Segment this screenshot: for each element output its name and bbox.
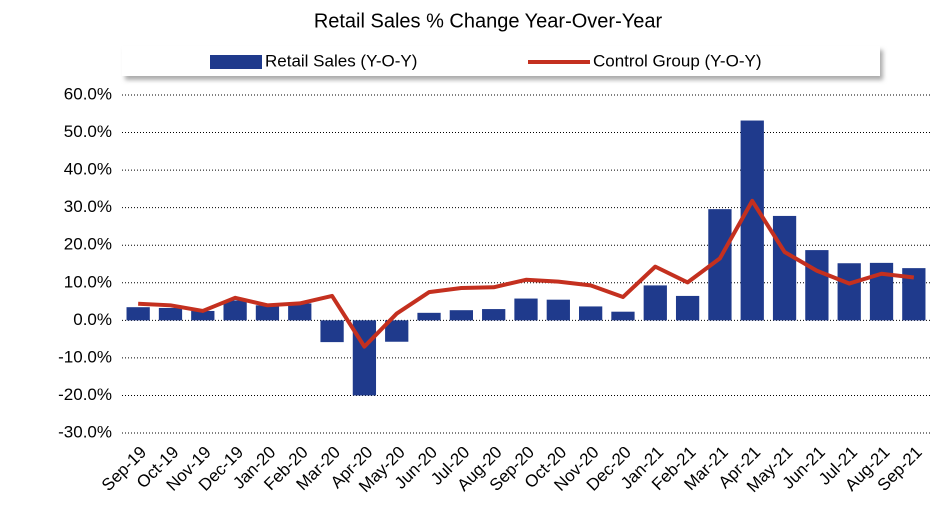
line — [138, 198, 915, 349]
bar — [805, 250, 829, 321]
y-tick-label: -30.0% — [58, 422, 112, 441]
bar — [385, 320, 409, 342]
y-tick-label: 50.0% — [64, 122, 112, 141]
bar — [320, 320, 344, 343]
y-tick-label: -10.0% — [58, 347, 112, 366]
bar — [191, 310, 215, 321]
legend-label: Control Group (Y-O-Y) — [593, 51, 761, 70]
y-tick-label: 20.0% — [64, 235, 112, 254]
bar — [579, 306, 603, 321]
bar — [158, 307, 183, 321]
y-tick-label: 0.0% — [73, 310, 112, 329]
bar — [902, 268, 926, 321]
bar — [223, 300, 247, 321]
bar — [126, 307, 150, 321]
bar — [417, 312, 441, 321]
bar — [675, 295, 700, 321]
y-tick-label: 10.0% — [64, 272, 112, 291]
chart-title: Retail Sales % Change Year-Over-Year — [314, 10, 663, 32]
bar — [288, 303, 312, 321]
bar — [611, 311, 635, 321]
bar — [869, 262, 894, 321]
bar — [708, 209, 732, 321]
bar — [255, 305, 280, 321]
bar — [546, 299, 570, 321]
bar — [772, 215, 797, 321]
legend-label: Retail Sales (Y-O-Y) — [265, 51, 417, 70]
bar — [449, 310, 473, 321]
y-tick-label: 30.0% — [64, 197, 112, 216]
bar — [837, 263, 861, 321]
y-tick-label: -20.0% — [58, 385, 112, 404]
bar — [482, 309, 506, 321]
bar — [740, 120, 764, 321]
bar — [514, 298, 538, 321]
legend-swatch — [210, 55, 262, 69]
y-tick-label: 60.0% — [64, 84, 112, 103]
bar — [643, 285, 667, 321]
y-tick-label: 40.0% — [64, 160, 112, 179]
